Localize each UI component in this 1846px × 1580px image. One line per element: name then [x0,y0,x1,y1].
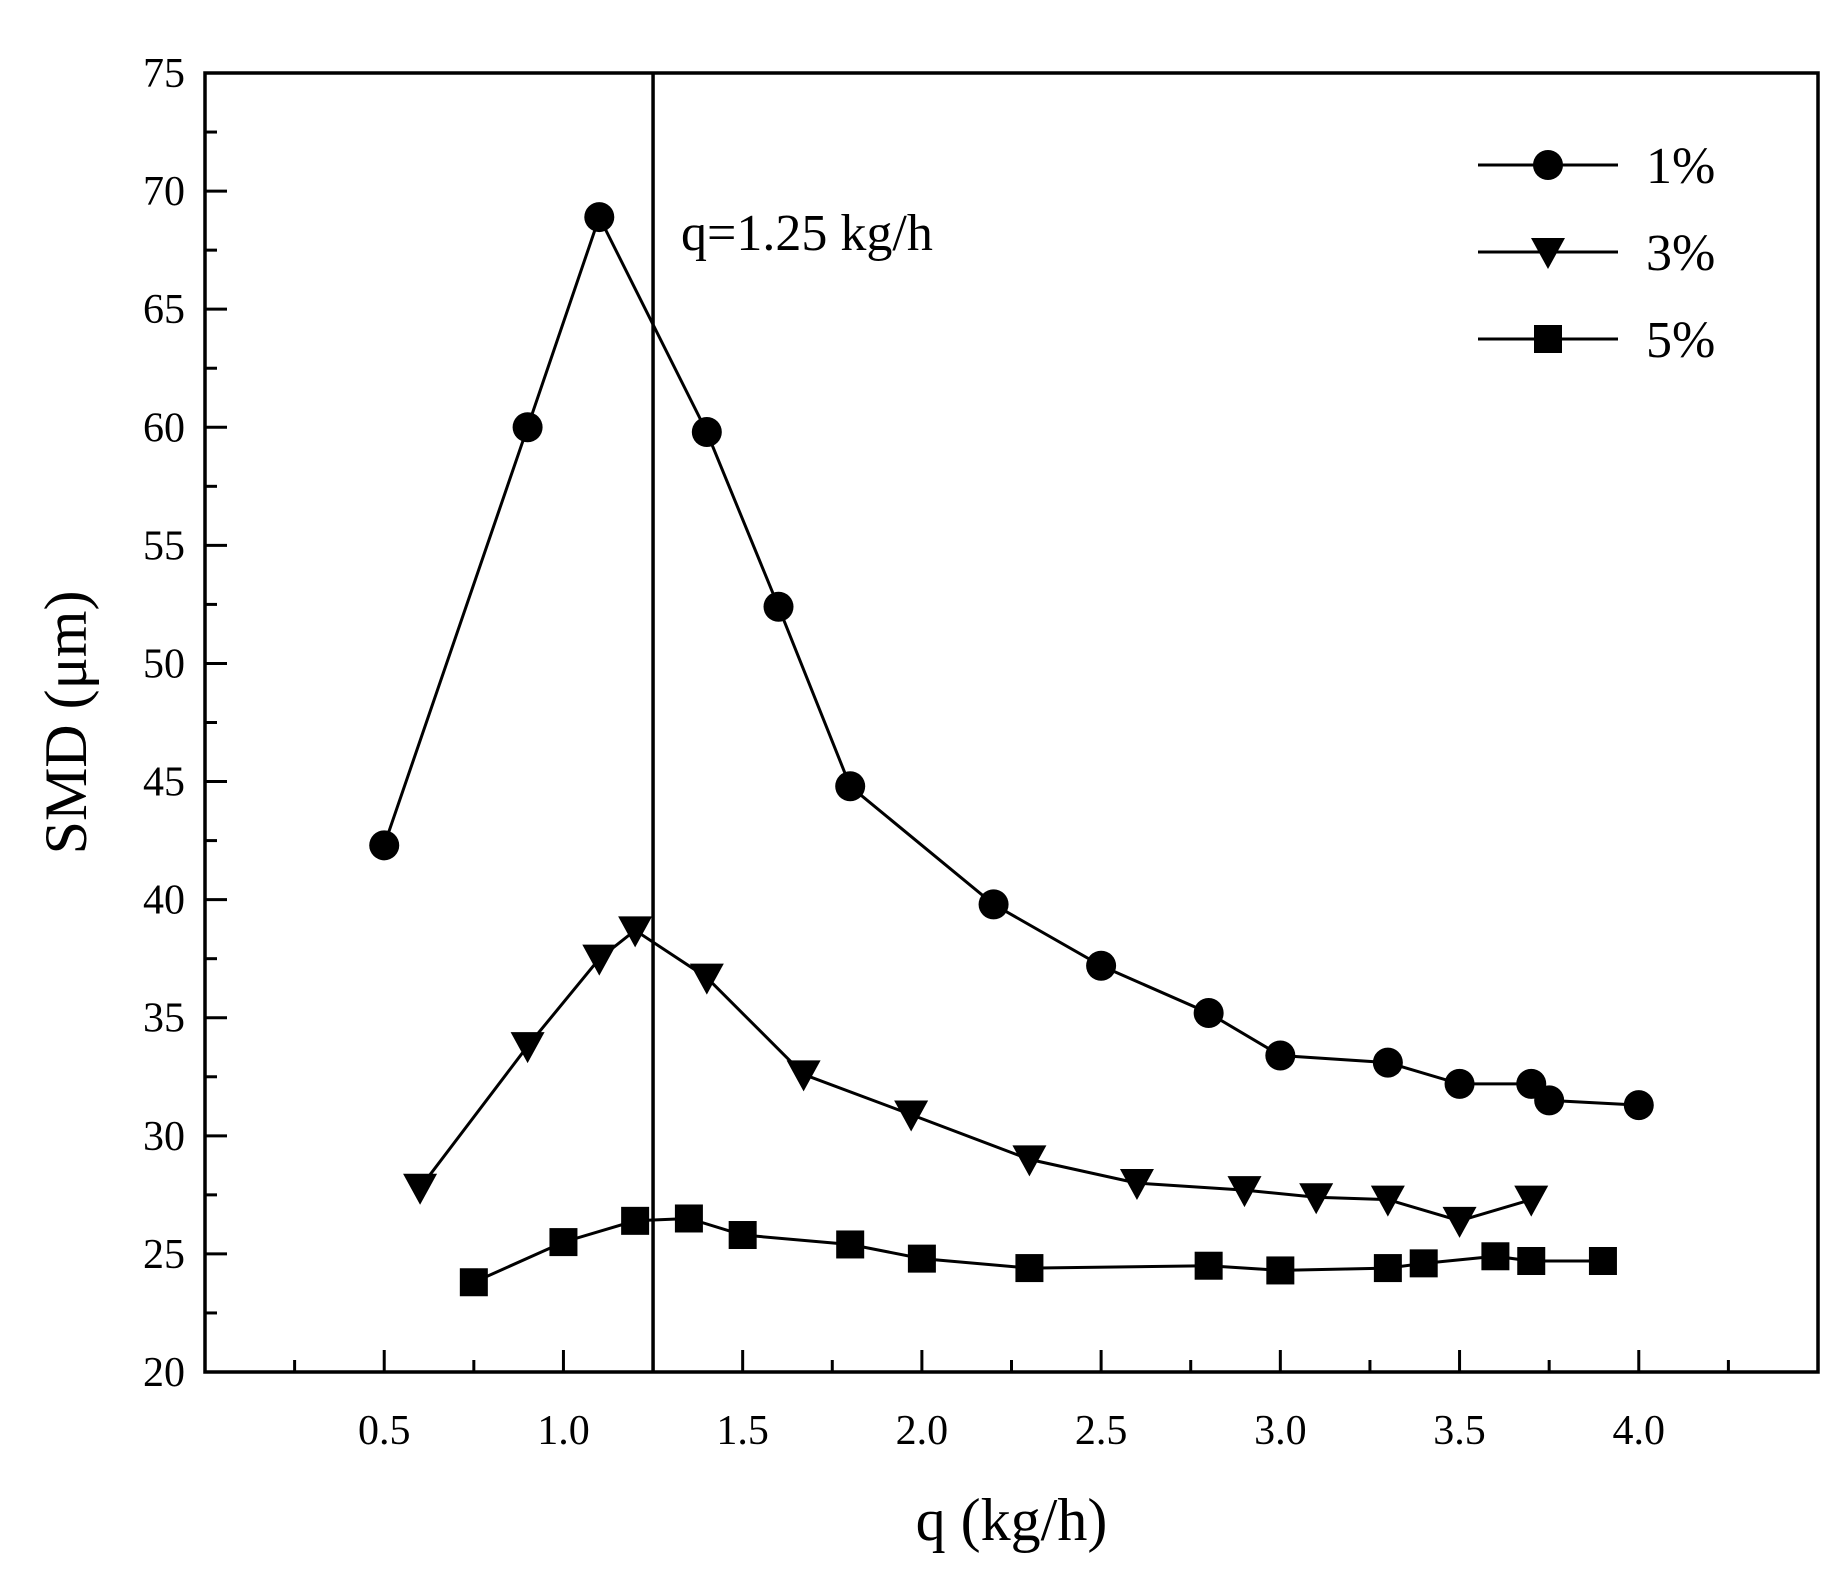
data-point [403,1173,438,1205]
data-point [1266,1256,1295,1285]
data-point [1227,1176,1262,1208]
data-point [691,416,722,447]
x-tick-label: 3.5 [1433,1408,1486,1454]
legend-label: 3% [1646,225,1715,282]
x-tick-label: 2.0 [896,1408,949,1454]
y-tick-label: 40 [143,878,185,924]
data-point [674,1204,703,1233]
data-point [1193,998,1224,1029]
data-point [907,1244,936,1273]
y-tick-label: 60 [143,405,185,451]
data-point [894,1100,929,1132]
legend-item: 5% [1478,312,1715,369]
series-3 [459,1204,1617,1297]
data-point [369,830,400,861]
data-point [582,944,617,976]
data-point [621,1206,650,1235]
legend-item: 1% [1478,138,1715,195]
y-tick-label: 70 [143,169,185,215]
legend-marker [1531,238,1565,269]
data-point [1015,1254,1044,1283]
y-tick-label: 75 [143,51,185,97]
data-point [689,963,724,995]
y-axis-title: SMD (μm) [33,591,99,855]
data-point [1265,1040,1296,1071]
data-point [978,889,1009,920]
data-point [549,1228,578,1257]
legend-marker [1533,150,1563,180]
x-tick-label: 1.5 [716,1408,769,1454]
data-point [512,412,543,443]
x-tick-label: 2.5 [1075,1408,1128,1454]
y-tick-label: 65 [143,287,185,333]
legend: 1% 3% 5% [1478,138,1715,369]
y-tick-label: 30 [143,1114,185,1160]
x-tick-label: 3.0 [1254,1408,1307,1454]
data-point [1517,1246,1546,1275]
data-point [1534,1085,1565,1116]
data-point [584,202,615,233]
data-point [1514,1185,1549,1217]
data-point [1119,1169,1154,1201]
plot-frame [203,71,1820,1374]
data-point [1481,1242,1510,1271]
series-group [369,202,1654,1297]
x-tick-label: 0.5 [358,1408,411,1454]
data-point [786,1060,821,1092]
series-2 [403,916,1549,1238]
data-point [1444,1068,1475,1099]
data-point [1372,1047,1403,1078]
data-point [510,1032,545,1064]
data-point [728,1221,757,1250]
legend-label: 5% [1646,312,1715,369]
data-point [1299,1183,1334,1215]
y-tick-label: 55 [143,523,185,569]
x-tick-label: 4.0 [1613,1408,1666,1454]
annotation-label: q=1.25 kg/h [681,205,933,262]
data-point [1409,1249,1438,1278]
data-point [1588,1246,1617,1275]
x-tick-label: 1.0 [537,1408,590,1454]
legend-item: 3% [1478,225,1715,282]
data-point [835,771,866,802]
data-point [459,1268,488,1297]
data-point [1194,1251,1223,1280]
data-point [1442,1206,1477,1238]
data-point [836,1230,865,1259]
data-point [1086,950,1117,981]
legend-marker [1534,325,1562,353]
series-1 [369,202,1654,1121]
data-point [763,591,794,622]
data-point [1370,1185,1405,1217]
y-tick-label: 45 [143,760,185,806]
data-point [1623,1090,1654,1121]
data-point [1012,1145,1047,1177]
tick-labels: 0.5 1.0 1.5 2.0 2.5 3.0 3.5 4.0 20 25 30 35 40 45 50 55… [143,51,1665,1454]
y-tick-label: 25 [143,1232,185,1278]
data-point [1373,1254,1402,1283]
y-tick-label: 20 [143,1350,185,1396]
legend-label: 1% [1646,138,1715,195]
y-tick-label: 50 [143,641,185,687]
x-axis-title: q (kg/h) [916,1487,1108,1553]
data-point [618,916,653,948]
y-tick-label: 35 [143,996,185,1042]
